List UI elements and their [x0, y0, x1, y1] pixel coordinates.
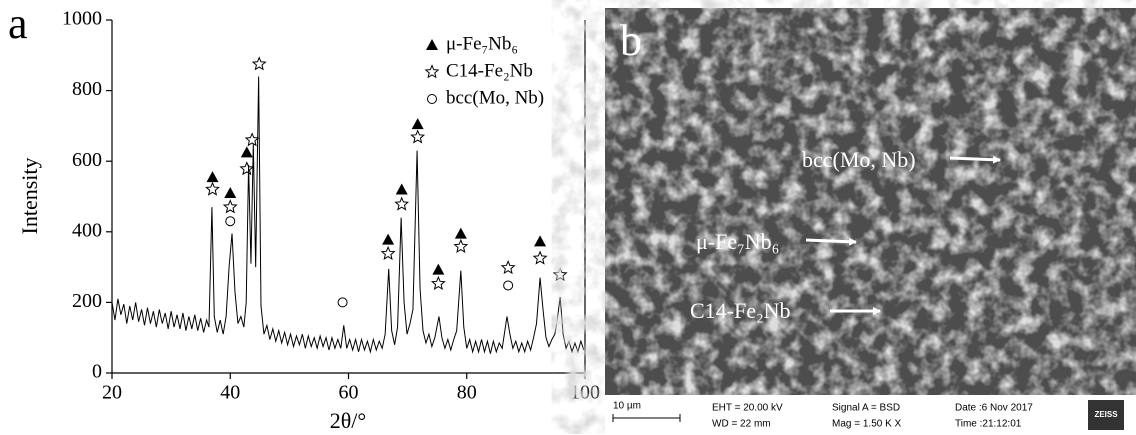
x-tick-label: 40	[220, 382, 240, 404]
info-bar	[605, 395, 1136, 435]
y-tick-label: 0	[92, 361, 102, 383]
legend-label: bcc(Mo, Nb)	[446, 87, 544, 108]
y-tick-label: 200	[72, 290, 102, 312]
triangle-marker	[534, 235, 547, 247]
triangle-marker	[454, 227, 467, 239]
y-tick-label: 600	[72, 149, 102, 171]
triangle-marker	[382, 233, 395, 245]
circle-marker	[337, 297, 348, 308]
x-tick-label: 100	[570, 382, 600, 404]
scale-text: 10 µm	[613, 401, 641, 412]
y-tick-label: 400	[72, 219, 102, 241]
scale-bar	[612, 414, 681, 422]
star-marker	[394, 196, 410, 211]
y-tick-label: 1000	[62, 8, 102, 30]
star-marker	[222, 199, 238, 214]
star-marker	[380, 245, 396, 260]
star-marker	[532, 250, 548, 265]
triangle-marker	[206, 171, 219, 183]
panel-label: a	[8, 0, 28, 48]
sem-texture	[605, 8, 1136, 395]
sem-panel: b bcc(Mo, Nb) μ-Fe₇Nb₆ C14-Fe₂Nb 10 µm E…	[605, 8, 1136, 435]
info-text: Time :21:12:01	[955, 419, 1022, 430]
logo-box	[1088, 400, 1124, 430]
triangle-marker	[432, 263, 445, 275]
phase-label: bcc(Mo, Nb)	[802, 147, 916, 172]
triangle-marker	[411, 118, 424, 130]
logo: ZEISS	[1094, 410, 1118, 419]
star-marker	[552, 267, 568, 282]
axes-frame	[111, 20, 586, 374]
y-tick-label: 800	[72, 78, 102, 100]
xrd-line	[111, 76, 585, 354]
info-text: EHT = 20.00 kV	[712, 403, 783, 414]
triangle-marker	[395, 183, 408, 195]
x-tick-label: 80	[457, 382, 477, 404]
arrow	[805, 237, 857, 246]
circle-marker	[503, 280, 514, 291]
star-marker	[244, 132, 260, 147]
legend-label: μ-Fe₇Nb₆	[446, 33, 518, 54]
y-axis-label: Intensity	[17, 158, 42, 235]
triangle-marker	[426, 39, 438, 50]
arrow	[949, 155, 1001, 164]
xrd-chart: a 2θ/° Intensity 0 200 400 600 800 1000 20 40 60…	[8, 0, 600, 433]
star-marker	[424, 64, 440, 79]
phase-label: C14-Fe₂Nb	[690, 298, 791, 323]
info-text: Signal A = BSD	[832, 403, 900, 414]
star-marker	[205, 181, 220, 196]
triangle-marker	[224, 186, 237, 198]
circle-marker	[427, 94, 437, 104]
x-tick-label: 20	[102, 382, 122, 404]
circle-marker	[225, 216, 236, 227]
panel-label: b	[620, 16, 642, 65]
phase-label: μ-Fe₇Nb₆	[696, 229, 779, 254]
star-marker	[239, 161, 255, 176]
star-marker	[453, 238, 469, 253]
info-text: Mag = 1.50 K X	[832, 419, 902, 430]
x-tick-label: 60	[339, 382, 359, 404]
star-marker	[430, 275, 446, 291]
triangle-marker	[240, 146, 253, 158]
star-marker	[500, 260, 516, 275]
star-marker	[251, 56, 267, 71]
info-text: WD = 22 mm	[712, 419, 771, 430]
legend-label: C14-Fe₂Nb	[446, 60, 533, 81]
star-marker	[410, 129, 426, 144]
info-text: Date :6 Nov 2017	[955, 403, 1033, 414]
x-axis-label: 2θ/°	[330, 408, 366, 433]
